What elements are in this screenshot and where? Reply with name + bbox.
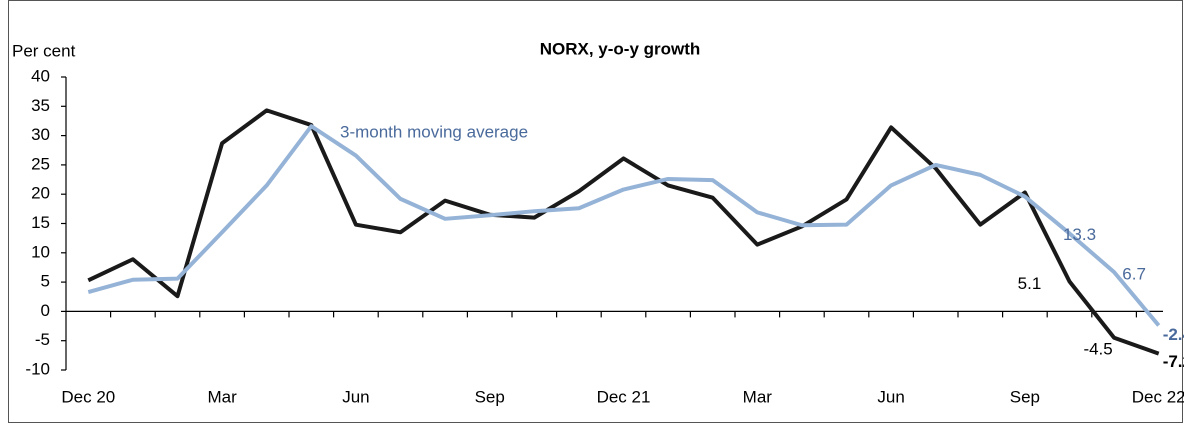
x-tick-label: Jun [877,387,904,406]
y-tick-label: -5 [35,330,50,349]
y-tick-label: 20 [31,184,50,203]
series-line [87,108,1160,356]
series-line [87,124,1161,327]
data-label: 13.3 [1063,225,1096,244]
x-tick-label: Dec 20 [61,387,115,406]
data-label: -2.4 [1163,325,1184,344]
x-tick-label: Jun [342,387,369,406]
x-tick-label: Sep [475,387,505,406]
data-label: -4.5 [1083,339,1112,358]
y-tick-label: 30 [31,125,50,144]
data-label: 6.7 [1122,265,1146,284]
y-axis-label: Per cent [12,41,76,60]
series-label: 3-month moving average [340,122,528,141]
y-tick-label: 40 [31,66,50,85]
x-tick-label: Dec 22 [1132,387,1184,406]
y-tick-label: 15 [31,213,50,232]
y-tick-label: 35 [31,96,50,115]
y-tick-label: -10 [25,359,50,378]
y-tick-label: 0 [41,301,50,320]
x-tick-label: Mar [207,387,237,406]
data-label: -7.2 [1163,352,1184,371]
x-tick-label: Dec 21 [597,387,651,406]
y-tick-label: 25 [31,154,50,173]
y-tick-label: 10 [31,242,50,261]
x-tick-label: Sep [1010,387,1040,406]
frame [8,0,1183,423]
y-tick-label: 5 [41,272,50,291]
chart-title: NORX, y-o-y growth [540,39,701,58]
data-label: 5.1 [1018,274,1042,293]
x-tick-label: Mar [743,387,773,406]
